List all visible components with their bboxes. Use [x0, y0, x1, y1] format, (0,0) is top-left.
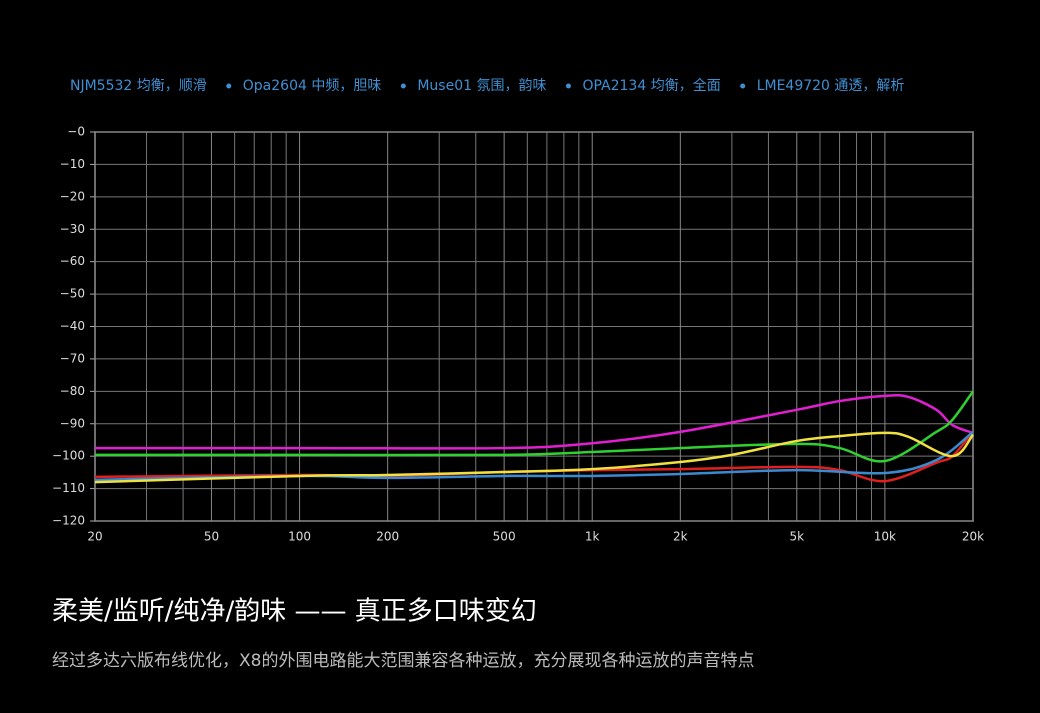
y-tick-label: −90 [60, 416, 85, 430]
y-tick-label: −100 [52, 449, 85, 463]
y-tick-label: −80 [60, 384, 85, 398]
y-tick-label: −50 [60, 287, 85, 301]
y-tick-label: −0 [67, 125, 85, 139]
legend-bullet [565, 83, 571, 89]
y-tick-label: −60 [60, 254, 85, 268]
series-line [94, 393, 974, 450]
legend-bullet [400, 83, 406, 89]
x-tick-label: 20k [962, 530, 984, 544]
legend-bullet [740, 83, 746, 89]
y-tick-label: −20 [60, 189, 85, 203]
x-tick-label: 500 [493, 530, 516, 544]
x-tick-label: 200 [376, 530, 399, 544]
chart-subtitle: 经过多达六版布线优化，X8的外围电路能大范围兼容各种运放，充分展现各种运放的声音… [52, 651, 754, 671]
y-tick-label: −40 [60, 319, 85, 333]
legend-entry: NJM5532 均衡，顺滑 [70, 77, 207, 94]
legend-entry: Opa2604 中频，胆味 [243, 78, 382, 94]
y-tick-label: −110 [52, 481, 85, 495]
x-tick-label: 1k [585, 530, 600, 544]
x-tick-label: 10k [874, 530, 896, 544]
y-tick-label: −10 [60, 157, 85, 171]
series-line [94, 431, 974, 484]
legend-bullet [226, 83, 232, 89]
y-tick-label: −70 [60, 351, 85, 365]
x-tick-label: 5k [790, 530, 805, 544]
legend-entry: LME49720 通透，解析 [757, 78, 905, 94]
x-tick-label: 20 [87, 530, 102, 544]
x-tick-label: 100 [288, 530, 311, 544]
chart-title: 柔美/监听/纯净/韵味 —— 真正多口味变幻 [52, 597, 537, 627]
y-tick-label: −120 [52, 514, 85, 528]
y-tick-label: −30 [60, 222, 85, 236]
x-tick-label: 50 [204, 530, 219, 544]
x-tick-label: 2k [673, 530, 688, 544]
legend-entry: Muse01 氛围，韵味 [417, 78, 546, 94]
series-line [95, 390, 975, 463]
legend-entry: OPA2134 均衡，全面 [582, 77, 720, 94]
